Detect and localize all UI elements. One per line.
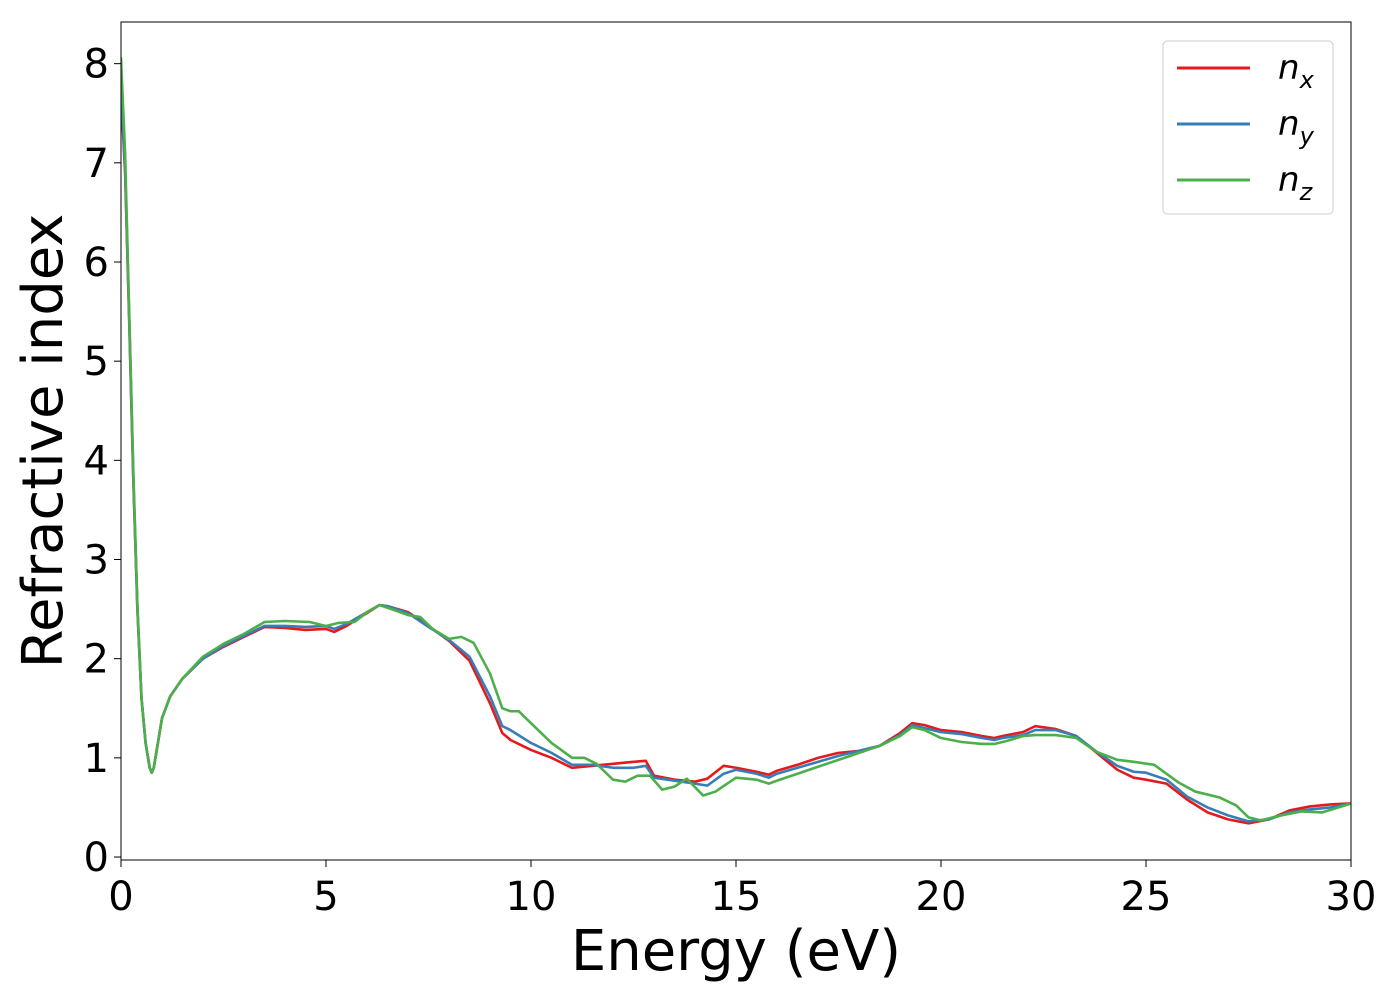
plot-area-frame [120,21,1352,861]
legend-box [1162,40,1334,215]
y-tick-label: 1 [84,736,109,782]
series-layer [121,57,1351,825]
y-tick-label: 2 [84,637,109,683]
legend-label-base: n [1278,48,1300,88]
legend-label: nx [1278,48,1315,94]
legend-label-base: n [1278,104,1300,144]
y-tick-label: 6 [84,240,109,286]
x-tick-label: 10 [506,874,557,920]
y-tick-label: 8 [84,42,109,88]
x-tick-label: 30 [1326,874,1377,920]
y-tick-label: 4 [84,438,109,484]
x-tick-label: 20 [916,874,967,920]
x-tick-label: 5 [313,874,338,920]
series-line-nz [121,57,1351,822]
y-tick-label: 5 [84,339,109,385]
y-axis-title: Refractive index [11,214,76,669]
x-tick-label: 25 [1121,874,1172,920]
y-tick-label: 3 [84,538,109,584]
legend-label-subscript: y [1299,122,1315,150]
y-axis-ticks: 0 1 2 3 4 5 6 7 8 [84,42,121,881]
y-tick-label: 0 [84,835,109,881]
x-tick-label: 15 [711,874,762,920]
legend-label: ny [1278,104,1315,150]
x-tick-label: 0 [108,874,133,920]
legend-label-subscript: z [1299,178,1314,206]
legend-label-base: n [1278,160,1300,200]
x-axis-ticks: 0 5 10 15 20 25 30 [108,860,1376,920]
legend-label: nz [1278,160,1314,206]
x-axis-title: Energy (eV) [571,919,901,984]
y-tick-label: 7 [84,141,109,187]
legend-label-subscript: x [1299,66,1315,94]
